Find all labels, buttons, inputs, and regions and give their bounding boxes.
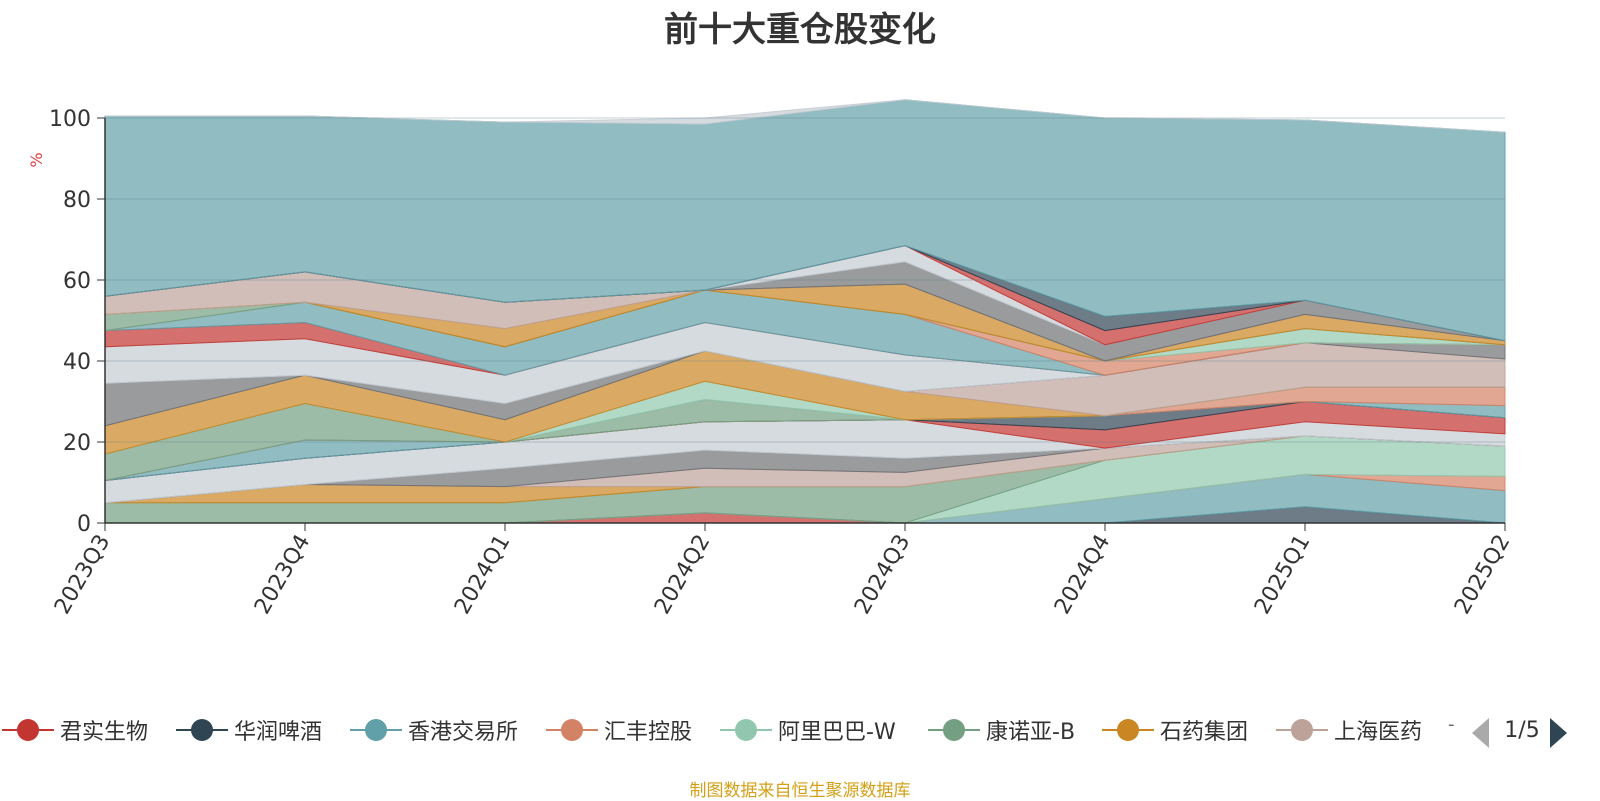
legend-marker-icon	[928, 719, 980, 741]
x-tick-label: 2023Q3	[50, 531, 115, 619]
legend-page-indicator: 1/5	[1504, 718, 1540, 743]
legend-label: 康诺亚-B	[986, 720, 1076, 745]
legend-marker-icon	[720, 719, 772, 741]
x-tick-label: 2023Q4	[250, 531, 315, 619]
y-tick-label: 40	[63, 350, 91, 375]
legend-item[interactable]: 上海医药	[1276, 712, 1422, 748]
grid-layer	[105, 117, 1505, 443]
x-tick-label: 2024Q2	[650, 531, 715, 619]
x-tick-label: 2024Q4	[1050, 531, 1115, 619]
y-tick-label: 0	[77, 512, 91, 537]
data-source-note: 制图数据来自恒生聚源数据库	[689, 781, 911, 801]
legend-item[interactable]: 石药集团	[1102, 712, 1248, 748]
legend-label: 君实生物	[60, 720, 149, 745]
legend-label: 上海医药	[1334, 720, 1423, 745]
legend-marker-icon	[1102, 719, 1154, 741]
areas-layer	[104, 99, 1506, 524]
legend-next-page-icon[interactable]	[1550, 718, 1567, 748]
legend-prev-page-icon[interactable]	[1472, 718, 1489, 748]
legend-item[interactable]: 汇丰控股	[546, 712, 692, 748]
area-series-32[interactable]	[105, 99, 1506, 133]
legend-item[interactable]: 华润啤酒	[176, 712, 322, 748]
legend-marker-icon	[2, 719, 54, 741]
legend-marker-icon	[546, 719, 598, 741]
legend-label: 石药集团	[1160, 720, 1249, 745]
legend-marker-icon	[176, 719, 228, 741]
chart-legend: 君实生物 华润啤酒 香港交易所 汇丰控股 阿里巴巴-W 康诺亚-B 石药集团 上海医药	[0, 712, 1600, 748]
legend-item[interactable]: 阿里巴巴-W	[720, 712, 896, 748]
y-tick-label: 20	[63, 431, 91, 456]
legend-marker-icon	[350, 719, 402, 741]
stacked-area-chart: 0 20 40 60 80 100 2023Q3 2023Q4 2024Q1 2024Q2 2024…	[27, 99, 1515, 619]
y-axis-label: %	[27, 152, 46, 167]
y-tick-label: 100	[49, 107, 91, 132]
legend-marker-icon	[1276, 719, 1328, 741]
legend-label: 华润啤酒	[234, 720, 323, 745]
legend-item[interactable]: 康诺亚-B	[928, 712, 1075, 748]
y-tick-label: 80	[63, 188, 91, 213]
legend-item[interactable]: 君实生物	[2, 712, 148, 748]
x-tick-label: 2024Q3	[850, 531, 915, 619]
legend-item[interactable]: 香港交易所	[350, 712, 518, 748]
x-tick-label: 2025Q1	[1250, 531, 1315, 619]
legend-label: 阿里巴巴-W	[778, 720, 896, 745]
legend-label: 香港交易所	[408, 720, 519, 745]
y-tick-label: 60	[63, 269, 91, 294]
legend-ellipsis: -	[1448, 714, 1455, 735]
legend-label: 汇丰控股	[604, 720, 693, 745]
x-tick-label: 2024Q1	[450, 531, 515, 619]
chart-title: 前十大重仓股变化	[664, 10, 936, 50]
x-tick-label: 2025Q2	[1450, 531, 1515, 619]
